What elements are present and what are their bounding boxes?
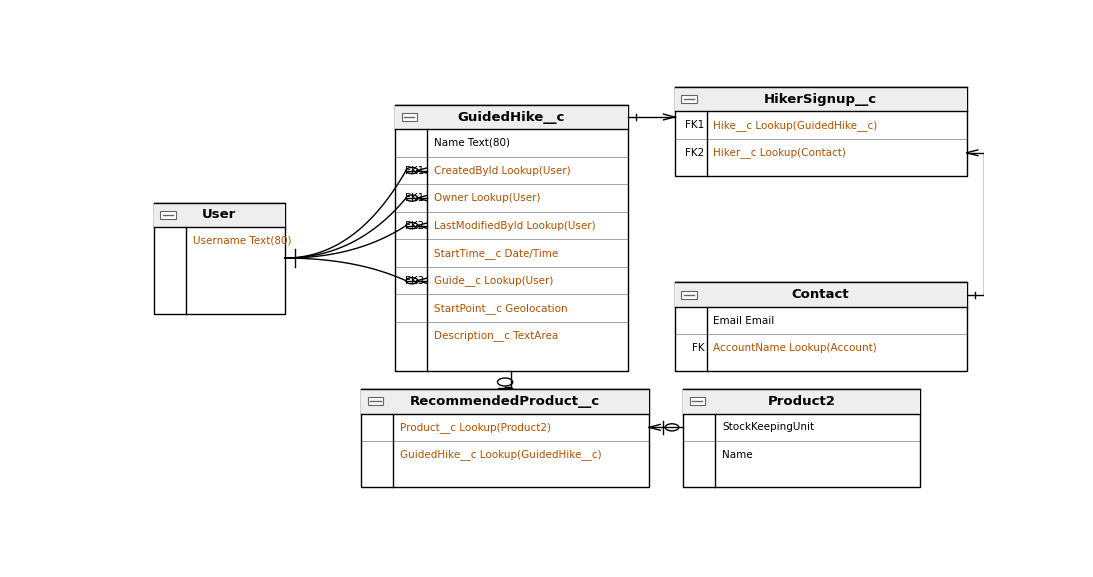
Bar <box>690 398 705 406</box>
Bar <box>153 203 285 227</box>
Bar <box>402 113 418 121</box>
Text: StockKeepingUnit: StockKeepingUnit <box>722 422 814 432</box>
Text: FK1: FK1 <box>406 193 424 203</box>
Text: FK1: FK1 <box>406 166 424 175</box>
Bar <box>161 211 176 219</box>
Text: RecommendedProduct__c: RecommendedProduct__c <box>410 395 600 408</box>
Text: StartTime__c Date/Time: StartTime__c Date/Time <box>434 248 559 258</box>
Bar <box>681 291 696 299</box>
Text: Product__c Lookup(Product2): Product__c Lookup(Product2) <box>400 422 551 433</box>
Bar <box>674 283 967 372</box>
Text: Name: Name <box>722 450 753 460</box>
Text: Description__c TextArea: Description__c TextArea <box>434 331 559 341</box>
Text: GuidedHike__c Lookup(GuidedHike__c): GuidedHike__c Lookup(GuidedHike__c) <box>400 449 601 460</box>
Bar <box>674 87 967 176</box>
Bar <box>674 87 967 111</box>
Text: GuidedHike__c: GuidedHike__c <box>458 111 565 123</box>
Text: StartPoint__c Geolocation: StartPoint__c Geolocation <box>434 303 567 314</box>
Text: Hike__c Lookup(GuidedHike__c): Hike__c Lookup(GuidedHike__c) <box>714 120 878 130</box>
Bar <box>395 105 628 129</box>
Text: FK3: FK3 <box>406 276 424 286</box>
Text: HikerSignup__c: HikerSignup__c <box>764 93 878 106</box>
Text: Email Email: Email Email <box>714 316 775 325</box>
Bar <box>153 203 285 314</box>
Text: Name Text(80): Name Text(80) <box>434 138 510 148</box>
Text: Guide__c Lookup(User): Guide__c Lookup(User) <box>434 275 553 286</box>
Bar <box>683 389 920 414</box>
Text: CreatedById Lookup(User): CreatedById Lookup(User) <box>434 166 571 175</box>
Text: FK: FK <box>692 343 704 353</box>
Bar <box>683 389 920 487</box>
Text: FK2: FK2 <box>406 220 424 231</box>
Bar <box>368 398 384 406</box>
Bar <box>361 389 649 487</box>
Bar <box>681 95 696 103</box>
Text: Product2: Product2 <box>767 395 835 408</box>
Text: FK2: FK2 <box>685 148 704 158</box>
Text: User: User <box>202 208 236 221</box>
Text: AccountName Lookup(Account): AccountName Lookup(Account) <box>714 343 878 353</box>
Text: LastModifiedById Lookup(User): LastModifiedById Lookup(User) <box>434 220 596 231</box>
Text: Contact: Contact <box>791 288 849 301</box>
Bar <box>361 389 649 414</box>
Text: Hiker__c Lookup(Contact): Hiker__c Lookup(Contact) <box>714 147 846 158</box>
Bar <box>674 283 967 307</box>
Bar <box>395 105 628 372</box>
Text: FK1: FK1 <box>685 120 704 130</box>
Text: Username Text(80): Username Text(80) <box>192 236 291 246</box>
Text: Owner Lookup(User): Owner Lookup(User) <box>434 193 540 203</box>
